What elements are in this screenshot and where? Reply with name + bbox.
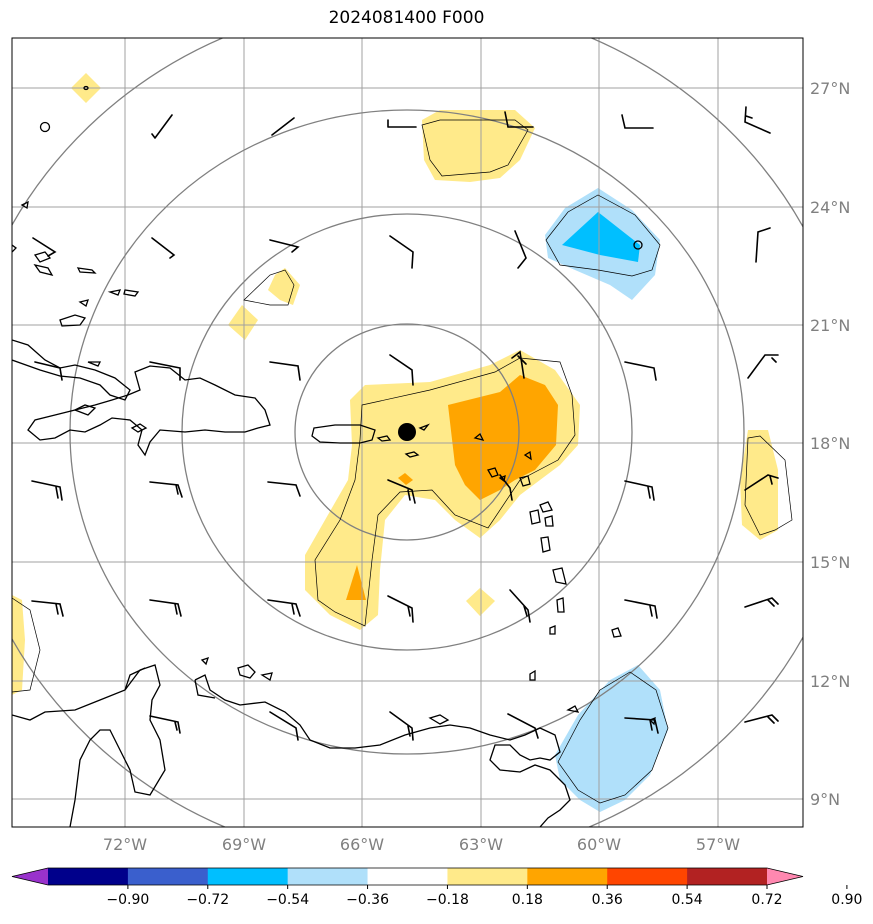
- lat-label: 18°N: [810, 434, 850, 453]
- colorbar-swatch: [527, 868, 608, 885]
- colorbar-tick-label: 0.18: [512, 892, 543, 908]
- lat-label: 27°N: [810, 79, 850, 98]
- lat-label: 9°N: [810, 790, 840, 809]
- lat-labels: 27°N 24°N 21°N 18°N 15°N 12°N 9°N: [810, 79, 850, 809]
- lon-label: 60°W: [577, 835, 621, 854]
- colorbar: −0.90 −0.72 −0.54 −0.36 −0.18 0.18 0.36 0.54 0.7…: [11, 867, 862, 908]
- lat-label: 15°N: [810, 553, 850, 572]
- colorbar-outline: [11, 867, 804, 886]
- colorbar-swatch: [687, 868, 768, 885]
- colorbar-swatch: [48, 868, 129, 885]
- lon-label: 66°W: [340, 835, 384, 854]
- lat-label: 21°N: [810, 316, 850, 335]
- range-rings: [12, 38, 803, 827]
- storm-center-dot: [398, 423, 416, 441]
- lon-label: 72°W: [103, 835, 147, 854]
- colorbar-swatch: [607, 868, 688, 885]
- wind-barbs: [31, 106, 779, 741]
- shaded-field-negative: [545, 188, 668, 812]
- colorbar-tick-label: −0.72: [186, 892, 229, 908]
- map-frame: [11, 37, 804, 828]
- colorbar-tick-label: 0.72: [751, 892, 782, 908]
- colorbar-tick-label: 0.54: [672, 892, 703, 908]
- map-panel: [12, 38, 803, 827]
- contour-lines: [12, 119, 793, 804]
- colorbar-swatch: [127, 868, 209, 885]
- colorbar-tick-label: −0.36: [346, 892, 389, 908]
- colorbar-tick-label: −0.90: [106, 892, 149, 908]
- colorbar-tick-label: 0.36: [592, 892, 623, 908]
- lon-label: 57°W: [696, 835, 740, 854]
- shaded-field-positive: [12, 73, 778, 695]
- lat-label: 12°N: [810, 672, 850, 691]
- colorbar-swatch: [207, 868, 289, 885]
- colorbar-tick-label: −0.54: [266, 892, 309, 908]
- map-title: 2024081400 F000: [328, 8, 485, 28]
- colorbar-extend-low: [12, 868, 48, 885]
- colorbar-swatch: [367, 868, 448, 885]
- coastlines: [12, 85, 656, 827]
- lon-label: 63°W: [459, 835, 503, 854]
- lon-label: 69°W: [222, 835, 266, 854]
- colorbar-swatch: [447, 868, 528, 885]
- lat-label: 24°N: [810, 198, 850, 217]
- colorbar-tick-label: −0.18: [426, 892, 469, 908]
- colorbar-extend-high: [767, 868, 803, 885]
- colorbar-tick-label: 0.90: [831, 892, 862, 908]
- colorbar-swatch: [287, 868, 369, 885]
- lon-labels: 72°W 69°W 66°W 63°W 60°W 57°W: [103, 835, 740, 854]
